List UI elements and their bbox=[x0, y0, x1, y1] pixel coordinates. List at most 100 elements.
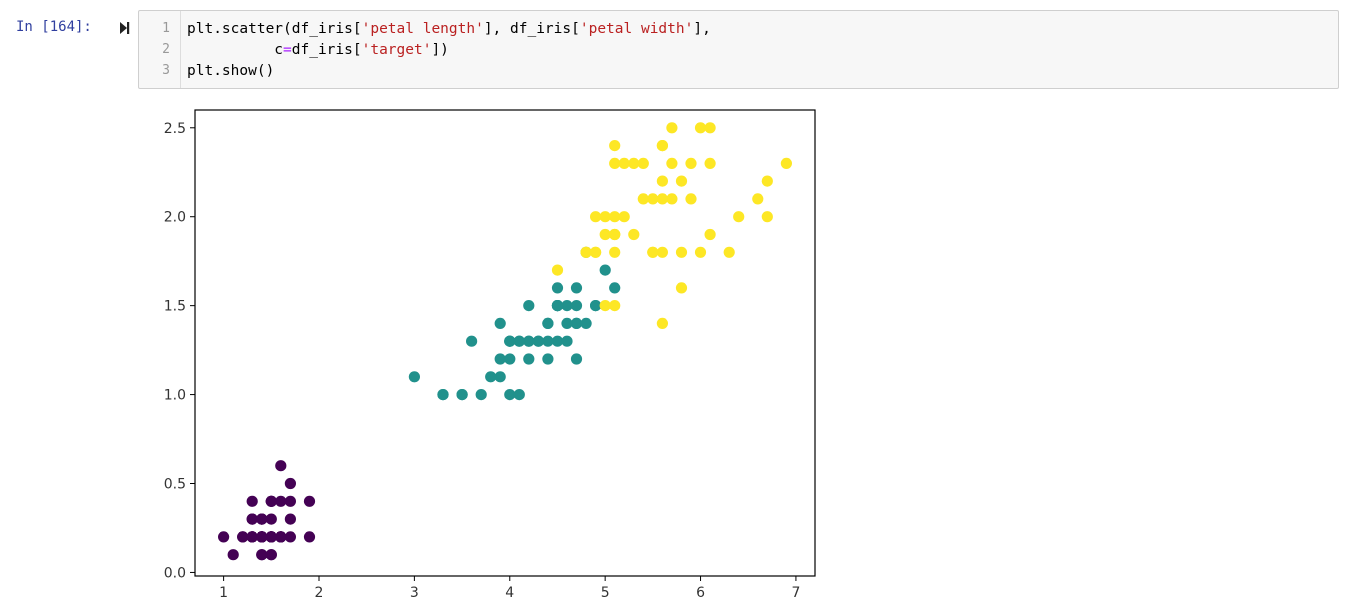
data-point bbox=[590, 211, 602, 223]
data-point bbox=[542, 353, 554, 365]
y-tick-label: 1.5 bbox=[164, 299, 186, 315]
data-point bbox=[609, 211, 621, 223]
x-tick-label: 1 bbox=[219, 585, 228, 601]
code-editor[interactable]: plt.scatter(df_iris['petal length'], df_… bbox=[187, 19, 711, 82]
data-point bbox=[609, 140, 621, 152]
data-point bbox=[246, 513, 258, 525]
data-point bbox=[647, 246, 659, 258]
data-point bbox=[561, 317, 573, 329]
data-point bbox=[656, 140, 669, 152]
data-point bbox=[656, 193, 669, 205]
data-point bbox=[628, 157, 640, 169]
data-point bbox=[694, 246, 707, 258]
line-number: 2 bbox=[162, 42, 170, 57]
data-point bbox=[570, 300, 583, 312]
data-point bbox=[609, 282, 621, 294]
data-point bbox=[551, 282, 564, 294]
data-point bbox=[284, 531, 296, 543]
data-point bbox=[485, 371, 497, 383]
x-tick-label: 7 bbox=[791, 585, 800, 601]
data-point bbox=[456, 389, 468, 401]
line-number-gutter: 1 2 3 bbox=[139, 11, 181, 88]
data-point bbox=[685, 157, 697, 169]
step-forward-icon bbox=[120, 22, 130, 34]
code-input-area[interactable]: 1 2 3 plt.scatter(df_iris['petal length'… bbox=[138, 10, 1339, 89]
data-point bbox=[551, 264, 564, 276]
data-point bbox=[675, 175, 688, 187]
data-point bbox=[532, 335, 544, 347]
data-point bbox=[284, 477, 296, 490]
data-point bbox=[561, 300, 573, 312]
data-point bbox=[256, 513, 268, 525]
run-cell-button[interactable] bbox=[117, 19, 133, 37]
code-token: ]) bbox=[431, 42, 449, 58]
y-tick-label: 2.5 bbox=[164, 121, 186, 137]
data-point bbox=[542, 317, 554, 329]
data-point bbox=[685, 193, 697, 205]
data-point bbox=[303, 495, 316, 507]
data-point bbox=[494, 317, 506, 329]
data-point bbox=[599, 228, 611, 241]
data-point bbox=[666, 193, 678, 205]
data-point bbox=[637, 193, 649, 205]
line-number: 3 bbox=[162, 63, 170, 78]
code-line: plt.show() bbox=[187, 61, 711, 82]
data-point bbox=[609, 228, 621, 241]
data-point bbox=[666, 157, 678, 169]
data-point bbox=[666, 122, 678, 134]
data-point bbox=[265, 549, 277, 561]
data-point bbox=[504, 335, 516, 347]
data-point bbox=[284, 513, 296, 525]
data-point bbox=[494, 371, 506, 383]
data-point bbox=[570, 282, 583, 294]
code-token: plt.show() bbox=[187, 63, 275, 79]
data-point bbox=[647, 193, 659, 205]
code-token: 'target' bbox=[361, 42, 432, 58]
data-point bbox=[227, 549, 239, 561]
code-token: 'petal length' bbox=[361, 21, 484, 37]
data-point bbox=[513, 335, 525, 347]
data-point bbox=[523, 335, 535, 347]
data-point bbox=[256, 549, 268, 561]
code-token: = bbox=[283, 42, 292, 58]
data-point bbox=[675, 246, 688, 258]
data-point bbox=[618, 211, 630, 223]
data-point bbox=[704, 157, 716, 169]
data-point bbox=[275, 531, 287, 543]
data-point bbox=[723, 246, 735, 258]
data-point bbox=[704, 228, 716, 241]
data-point bbox=[733, 211, 745, 223]
data-point bbox=[218, 531, 230, 543]
data-point bbox=[609, 157, 621, 169]
code-line: plt.scatter(df_iris['petal length'], df_… bbox=[187, 19, 711, 40]
code-token: ], bbox=[693, 21, 711, 37]
y-tick-label: 2.0 bbox=[164, 210, 186, 226]
data-point bbox=[542, 335, 554, 347]
data-point bbox=[494, 353, 506, 365]
data-point bbox=[599, 264, 611, 276]
code-token: 'petal width' bbox=[579, 21, 694, 37]
x-tick-label: 5 bbox=[601, 585, 610, 601]
code-token: c bbox=[187, 42, 284, 58]
code-token: ], df_iris[ bbox=[483, 21, 580, 37]
y-tick-label: 0.0 bbox=[164, 565, 186, 581]
data-point bbox=[675, 282, 688, 294]
data-point bbox=[580, 317, 592, 329]
data-point bbox=[237, 531, 249, 543]
data-point bbox=[551, 335, 564, 347]
data-point bbox=[609, 300, 621, 312]
code-token: plt.scatter(df_iris[ bbox=[187, 21, 362, 37]
y-tick-label: 1.0 bbox=[164, 388, 186, 404]
data-point bbox=[504, 389, 516, 401]
data-point bbox=[570, 317, 583, 329]
data-point bbox=[599, 211, 611, 223]
data-point bbox=[609, 246, 621, 258]
line-number: 1 bbox=[162, 21, 170, 36]
x-tick-label: 4 bbox=[505, 585, 514, 601]
data-point bbox=[475, 389, 487, 401]
data-point bbox=[570, 353, 583, 365]
data-point bbox=[656, 175, 669, 187]
data-point bbox=[284, 495, 296, 507]
data-point bbox=[551, 300, 564, 312]
data-point bbox=[599, 300, 611, 312]
